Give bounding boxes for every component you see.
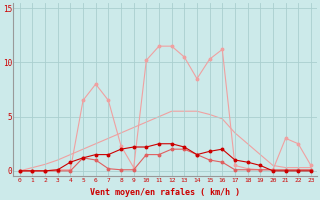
X-axis label: Vent moyen/en rafales ( km/h ): Vent moyen/en rafales ( km/h ): [90, 188, 240, 197]
